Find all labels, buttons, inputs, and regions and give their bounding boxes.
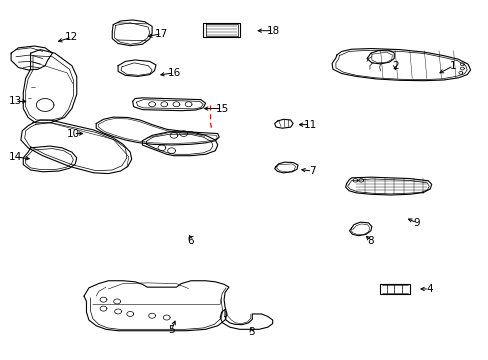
Text: 8: 8 [367, 236, 373, 246]
Text: 17: 17 [155, 28, 168, 39]
Text: 14: 14 [8, 152, 21, 162]
Text: 9: 9 [413, 218, 420, 228]
Text: 18: 18 [266, 26, 280, 36]
Text: 16: 16 [167, 68, 180, 78]
Text: 11: 11 [303, 120, 316, 130]
Text: 1: 1 [449, 61, 456, 71]
Text: 4: 4 [425, 284, 432, 294]
Text: 12: 12 [65, 32, 79, 42]
Text: 3: 3 [248, 327, 255, 337]
Text: 15: 15 [216, 104, 229, 113]
Text: 5: 5 [168, 325, 175, 335]
Text: 6: 6 [187, 236, 194, 246]
Text: 13: 13 [8, 96, 21, 107]
Text: 2: 2 [391, 61, 398, 71]
Text: 7: 7 [308, 166, 315, 176]
Text: 10: 10 [67, 129, 80, 139]
